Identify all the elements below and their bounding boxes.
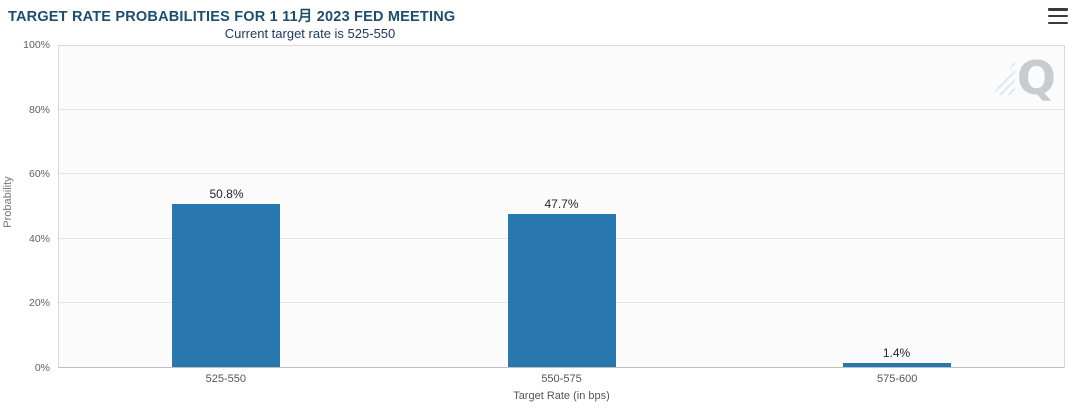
menu-bar <box>1048 8 1068 11</box>
hamburger-menu-icon[interactable] <box>1048 8 1068 24</box>
chart-subtitle: Current target rate is 525-550 <box>224 26 396 41</box>
menu-bar <box>1048 21 1068 24</box>
y-tick-label: 40% <box>28 232 50 245</box>
plot-area: Q 50.8% 47.7% 1.4% <box>58 45 1065 368</box>
watermark-letter: Q <box>1016 51 1056 105</box>
y-tick-label: 100% <box>23 39 50 51</box>
x-tick-label: 550-575 <box>541 373 582 385</box>
y-axis-ticks: 0% 20% 40% 60% 80% 100% <box>0 39 54 374</box>
bar-value-label: 47.7% <box>544 196 579 211</box>
x-axis-ticks: 525-550 550-575 575-600 <box>58 373 1065 387</box>
gridline <box>59 173 1064 175</box>
bar-value-label: 50.8% <box>209 186 244 201</box>
menu-bar <box>1048 14 1068 18</box>
y-tick-label: 0% <box>34 362 50 374</box>
bar-525-550[interactable] <box>172 203 281 367</box>
bar-575-600[interactable] <box>842 362 951 367</box>
bar-550-575[interactable] <box>507 213 616 367</box>
gridline <box>59 109 1064 111</box>
x-tick-label: 525-550 <box>205 373 247 385</box>
y-tick-label: 20% <box>28 297 50 310</box>
quandl-watermark-icon: Q <box>986 50 1056 106</box>
bar-value-label: 1.4% <box>882 345 911 360</box>
x-axis-title: Target Rate (in bps) <box>513 390 610 402</box>
y-tick-label: 80% <box>28 103 50 116</box>
y-tick-label: 60% <box>28 168 50 181</box>
x-tick-label: 575-600 <box>876 373 918 385</box>
page-title: TARGET RATE PROBABILITIES FOR 1 11月 2023… <box>8 9 456 25</box>
watermark-dashes <box>992 61 1015 95</box>
